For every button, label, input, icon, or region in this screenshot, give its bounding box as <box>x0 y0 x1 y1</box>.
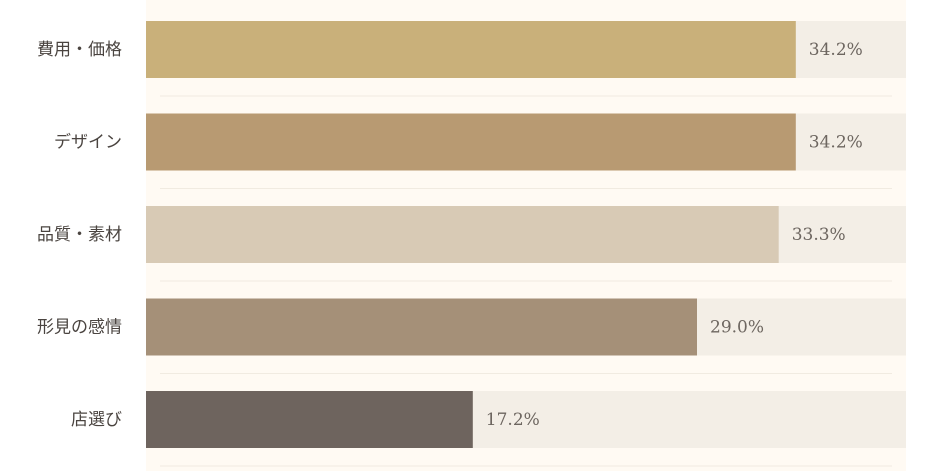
category-label: デザイン <box>54 132 122 153</box>
value-label: 33.3% <box>792 225 846 245</box>
bar <box>146 391 473 448</box>
category-label: 店選び <box>71 410 122 430</box>
value-label: 29.0% <box>710 318 764 338</box>
value-label: 34.2% <box>809 40 863 60</box>
bar <box>146 298 697 356</box>
category-label: 形見の感情 <box>37 318 122 338</box>
bar <box>146 21 796 78</box>
category-label: 品質・素材 <box>37 225 122 245</box>
value-label: 17.2% <box>486 410 540 430</box>
category-label: 費用・価格 <box>37 40 122 60</box>
bar <box>146 113 796 171</box>
value-label: 34.2% <box>809 133 863 153</box>
bar <box>146 206 779 263</box>
